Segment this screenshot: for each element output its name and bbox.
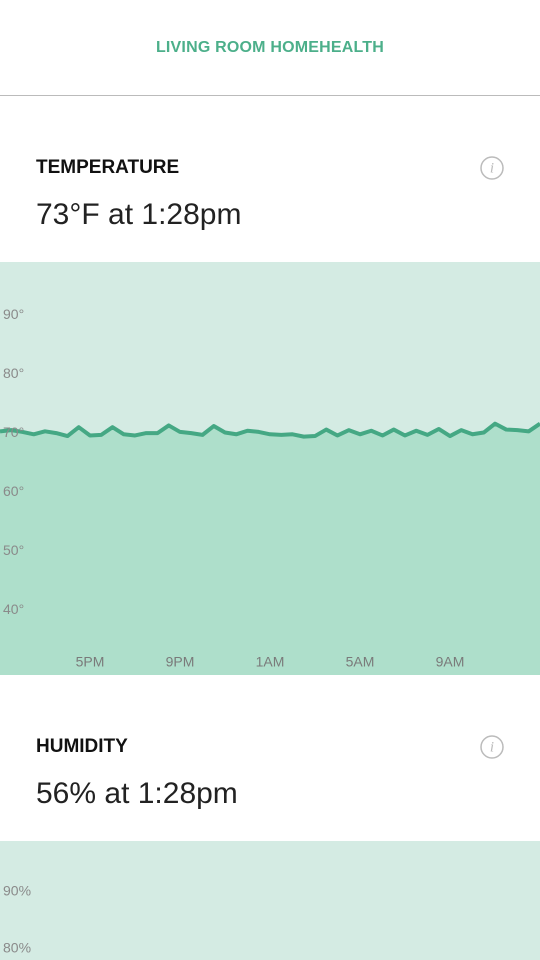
humidity-chart: 90% 80% [0,841,540,960]
y-tick-label: 50° [3,542,24,558]
y-tick-label: 60° [3,483,24,499]
y-tick-label: 80% [3,939,31,955]
svg-text:i: i [490,160,494,176]
chart-background [0,841,540,960]
x-tick-label: 5AM [346,654,375,670]
info-button[interactable]: i [480,156,504,180]
area-fill [0,423,540,675]
current-reading: 73°F at 1:28pm [36,198,242,231]
x-tick-label: 5PM [76,654,105,670]
svg-text:i: i [490,739,494,755]
info-button[interactable]: i [480,735,504,759]
y-tick-label: 80° [3,365,24,381]
section-title: HUMIDITY [36,736,128,757]
section-title: TEMPERATURE [36,157,180,178]
current-reading: 56% at 1:28pm [36,777,238,810]
y-tick-label: 90% [3,883,31,899]
app-header: LIVING ROOM HOMEHEALTH [0,0,540,96]
x-tick-label: 1AM [256,654,285,670]
y-tick-label: 70° [3,424,24,440]
x-tick-label: 9AM [436,654,465,670]
x-tick-label: 9PM [166,654,195,670]
data-line [0,421,540,439]
header-title: LIVING ROOM HOMEHEALTH [155,38,385,56]
y-tick-label: 90° [3,306,24,322]
temperature-chart: 90° 80° 70° 60° 50° 40° 5PM 9PM 1AM 5AM 9AM [0,262,540,675]
y-tick-label: 40° [3,601,24,617]
